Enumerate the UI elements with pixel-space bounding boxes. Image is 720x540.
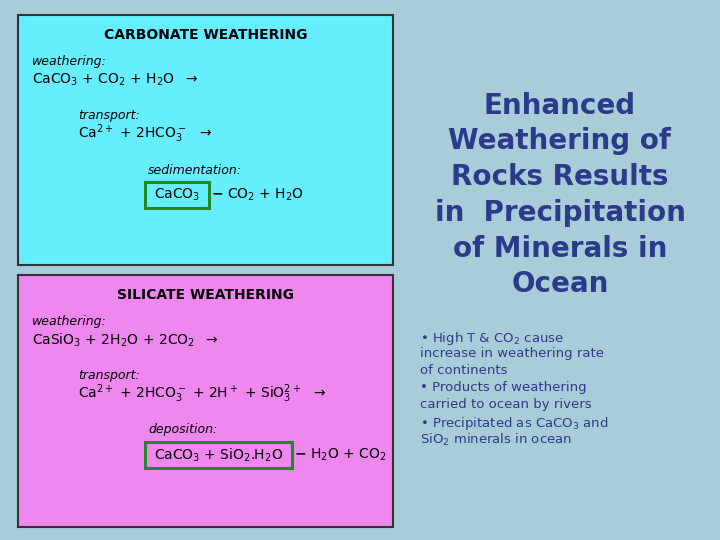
Text: • High T & CO$_2$ cause: • High T & CO$_2$ cause	[420, 330, 564, 347]
Text: deposition:: deposition:	[148, 423, 217, 436]
Text: weathering:: weathering:	[32, 314, 107, 327]
Text: carried to ocean by rivers: carried to ocean by rivers	[420, 398, 592, 411]
FancyBboxPatch shape	[18, 275, 393, 527]
Text: weathering:: weathering:	[32, 55, 107, 68]
Text: CaCO$_3$ + CO$_2$ + H$_2$O  $\rightarrow$: CaCO$_3$ + CO$_2$ + H$_2$O $\rightarrow$	[32, 72, 198, 88]
Text: $\mathbf{-}$ H$_2$O + CO$_2$: $\mathbf{-}$ H$_2$O + CO$_2$	[294, 447, 387, 463]
Text: Ca$^{2+}$ + 2HCO$_3^-$  $\rightarrow$: Ca$^{2+}$ + 2HCO$_3^-$ $\rightarrow$	[78, 123, 212, 145]
Text: SILICATE WEATHERING: SILICATE WEATHERING	[117, 288, 294, 302]
Text: transport:: transport:	[78, 109, 140, 122]
FancyBboxPatch shape	[18, 15, 393, 265]
Text: CaCO$_3$: CaCO$_3$	[154, 187, 200, 203]
Text: CaCO$_3$ + SiO$_2$.H$_2$O: CaCO$_3$ + SiO$_2$.H$_2$O	[154, 446, 283, 464]
Text: Ca$^{2+}$ + 2HCO$_3^-$ + 2H$^+$ + SiO$_3^{2+}$  $\rightarrow$: Ca$^{2+}$ + 2HCO$_3^-$ + 2H$^+$ + SiO$_3…	[78, 383, 327, 406]
Text: Enhanced
Weathering of
Rocks Results
in  Precipitation
of Minerals in
Ocean: Enhanced Weathering of Rocks Results in …	[435, 92, 685, 298]
Text: • Products of weathering: • Products of weathering	[420, 381, 587, 394]
Text: $\mathbf{-}$ CO$_2$ + H$_2$O: $\mathbf{-}$ CO$_2$ + H$_2$O	[211, 187, 304, 203]
Text: • Precipitated as CaCO$_3$ and: • Precipitated as CaCO$_3$ and	[420, 415, 608, 432]
Text: CARBONATE WEATHERING: CARBONATE WEATHERING	[104, 28, 307, 42]
Text: transport:: transport:	[78, 368, 140, 381]
FancyBboxPatch shape	[145, 442, 292, 468]
Text: CaSiO$_3$ + 2H$_2$O + 2CO$_2$  $\rightarrow$: CaSiO$_3$ + 2H$_2$O + 2CO$_2$ $\rightarr…	[32, 332, 219, 349]
Text: increase in weathering rate: increase in weathering rate	[420, 347, 604, 360]
FancyBboxPatch shape	[145, 182, 209, 208]
Text: of continents: of continents	[420, 364, 508, 377]
Text: SiO$_2$ minerals in ocean: SiO$_2$ minerals in ocean	[420, 432, 572, 448]
Text: sedimentation:: sedimentation:	[148, 164, 242, 177]
